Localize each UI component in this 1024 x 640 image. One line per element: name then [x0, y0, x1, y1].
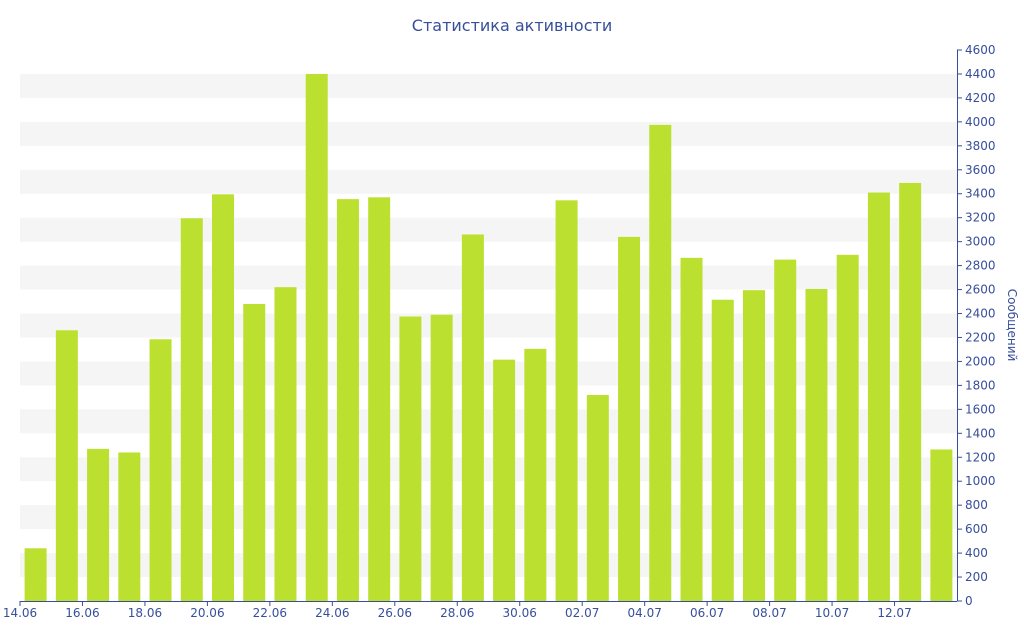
y-tick-label: 200 [965, 570, 988, 584]
bar-15.06[interactable] [55, 330, 78, 601]
y-tick-label: 2200 [965, 330, 996, 344]
x-tick-label: 28.06 [440, 606, 474, 620]
bar-01.07[interactable] [555, 200, 578, 601]
y-tick-label: 3600 [965, 163, 996, 177]
bar-29.06[interactable] [493, 359, 516, 601]
y-tick-label: 800 [965, 498, 988, 512]
grid-band [20, 265, 957, 290]
x-tick-label: 26.06 [378, 606, 412, 620]
y-tick-label: 1600 [965, 402, 996, 416]
grid-band [20, 169, 957, 194]
grid-bands [20, 73, 957, 578]
y-tick-label: 3800 [965, 139, 996, 153]
bar-09.07[interactable] [805, 288, 828, 601]
grid-band [20, 217, 957, 242]
y-tick-label: 2400 [965, 307, 996, 321]
chart-title: Статистика активности [412, 16, 612, 35]
bar-03.07[interactable] [618, 236, 641, 601]
y-tick-label: 4400 [965, 67, 996, 81]
bar-28.06[interactable] [461, 234, 484, 601]
x-tick-label: 18.06 [128, 606, 162, 620]
grid-band [20, 73, 957, 98]
bar-02.07[interactable] [586, 394, 609, 601]
y-tick-label: 0 [965, 594, 973, 608]
bar-08.07[interactable] [774, 259, 797, 601]
y-axis-title: Сообщений [1005, 289, 1019, 362]
y-tick-label: 4600 [965, 43, 996, 57]
bar-11.07[interactable] [867, 192, 890, 601]
y-tick-label: 600 [965, 522, 988, 536]
y-tick-label: 1400 [965, 426, 996, 440]
x-tick-label: 20.06 [190, 606, 224, 620]
x-tick-label: 12.07 [877, 606, 911, 620]
y-tick-label: 400 [965, 546, 988, 560]
bars-group [24, 73, 953, 602]
x-tick-label: 08.07 [752, 606, 786, 620]
bar-17.06[interactable] [118, 452, 141, 601]
x-tick-label: 16.06 [65, 606, 99, 620]
bar-12.07[interactable] [899, 182, 922, 602]
x-axis: 14.06 16.06 18.06 20.06 22.06 24.06 26.06 28.06… [3, 601, 957, 620]
bar-26.06[interactable] [399, 316, 422, 601]
bar-24.06[interactable] [336, 199, 359, 602]
y-tick-label: 2800 [965, 259, 996, 273]
y-tick-label: 3200 [965, 211, 996, 225]
y-tick-label: 4200 [965, 91, 996, 105]
x-tick-label: 22.06 [253, 606, 287, 620]
x-tick-label: 30.06 [503, 606, 537, 620]
x-tick-label: 14.06 [3, 606, 37, 620]
bar-05.07[interactable] [680, 257, 703, 601]
bar-04.07[interactable] [649, 124, 672, 601]
x-tick-label: 02.07 [565, 606, 599, 620]
x-tick-label: 04.07 [627, 606, 661, 620]
bar-16.06[interactable] [87, 448, 110, 601]
bar-14.06[interactable] [24, 548, 47, 601]
y-tick-label: 3000 [965, 235, 996, 249]
x-tick-label: 10.07 [815, 606, 849, 620]
y-tick-label: 4000 [965, 115, 996, 129]
bar-19.06[interactable] [180, 218, 203, 602]
bar-27.06[interactable] [430, 314, 453, 601]
grid-band [20, 121, 957, 146]
y-tick-label: 1200 [965, 450, 996, 464]
bar-30.06[interactable] [524, 348, 547, 601]
y-axis: 0 200 400 600 800 1000 1200 1400 1600 1800 2000 220… [957, 43, 996, 608]
y-tick-label: 2000 [965, 354, 996, 368]
x-tick-label: 24.06 [315, 606, 349, 620]
bar-07.07[interactable] [742, 290, 765, 601]
bar-22.06[interactable] [274, 287, 297, 601]
bar-13.07[interactable] [930, 449, 953, 601]
bar-18.06[interactable] [149, 339, 172, 601]
bar-25.06[interactable] [368, 197, 391, 601]
bar-21.06[interactable] [243, 303, 266, 601]
bar-06.07[interactable] [711, 299, 734, 601]
bar-20.06[interactable] [212, 194, 235, 601]
y-tick-label: 1800 [965, 378, 996, 392]
y-tick-label: 3400 [965, 187, 996, 201]
bar-10.07[interactable] [836, 254, 859, 602]
y-tick-label: 1000 [965, 474, 996, 488]
y-tick-label: 2600 [965, 283, 996, 297]
bar-23.06[interactable] [305, 73, 328, 601]
x-tick-label: 06.07 [690, 606, 724, 620]
